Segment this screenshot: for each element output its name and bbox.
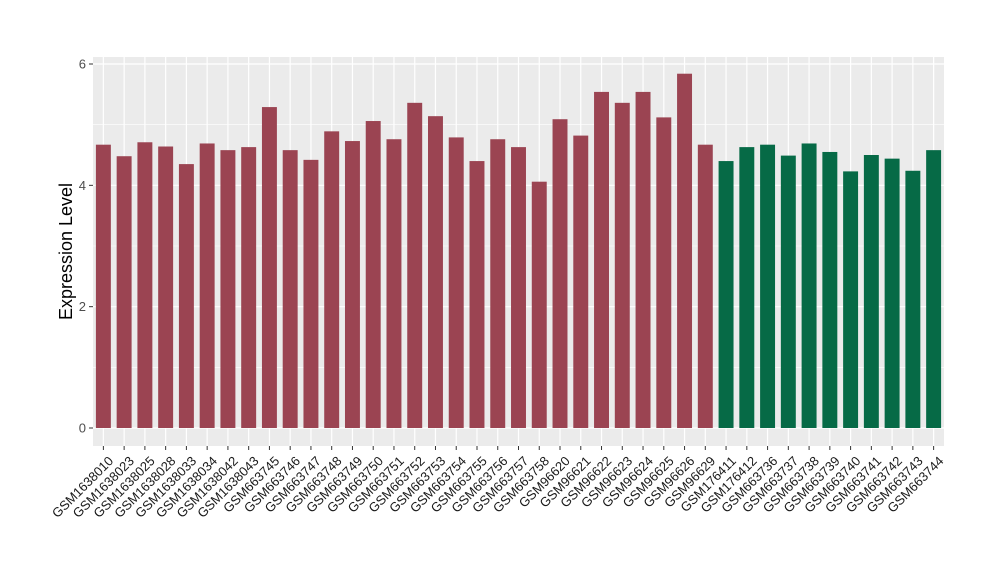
bar [718, 161, 734, 429]
y-axis: 0 2 4 6 [79, 57, 93, 436]
bar [573, 135, 589, 428]
y-tick-label: 4 [79, 178, 86, 193]
bar [158, 146, 174, 429]
bar [469, 161, 485, 429]
bar [178, 164, 194, 428]
bar [843, 171, 859, 428]
bar [490, 139, 506, 428]
bar [365, 121, 381, 428]
bar [220, 150, 236, 428]
bar [926, 150, 942, 428]
bar [905, 170, 921, 429]
bar [386, 139, 402, 428]
bar [428, 116, 443, 428]
bar [780, 155, 796, 428]
bar [552, 119, 568, 428]
bar [614, 102, 630, 429]
bar [697, 144, 713, 429]
bar [303, 159, 319, 428]
y-tick-label: 2 [79, 299, 86, 314]
bar [863, 155, 879, 428]
bar [511, 147, 526, 428]
bar [884, 158, 900, 428]
bar [531, 181, 547, 428]
bar [739, 147, 755, 428]
bar [199, 143, 215, 428]
bar [241, 147, 257, 428]
bar [95, 144, 111, 429]
bar [116, 156, 132, 429]
bar [594, 91, 609, 428]
bar [261, 107, 277, 428]
bar [282, 150, 298, 428]
bar [635, 91, 651, 428]
y-tick-label: 6 [79, 57, 86, 72]
bar [137, 142, 153, 428]
bar [407, 102, 423, 429]
bar [677, 73, 693, 428]
bar [324, 131, 340, 428]
bar [656, 117, 672, 429]
x-axis: GSM1638010GSM1638023GSM1638025GSM1638028… [49, 446, 947, 521]
bar [344, 141, 360, 428]
y-axis-title: Expression Level [56, 183, 76, 320]
bar [822, 151, 838, 428]
bar [760, 144, 776, 429]
bar [801, 143, 817, 428]
y-tick-label: 0 [79, 421, 86, 436]
bars [95, 73, 942, 429]
bar [448, 137, 464, 428]
